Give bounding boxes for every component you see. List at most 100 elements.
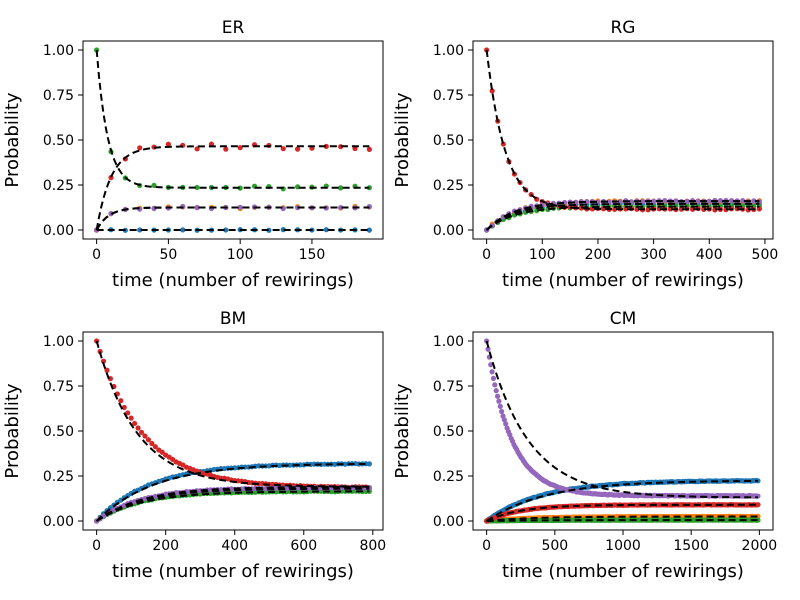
- y-tick-label: 0.75: [43, 88, 74, 104]
- data-point: [128, 415, 134, 421]
- data-point: [492, 382, 498, 388]
- data-point: [612, 206, 618, 212]
- fit-line: [486, 515, 758, 522]
- data-layer: [94, 47, 372, 233]
- y-tick-label: 0.25: [433, 469, 464, 485]
- data-point: [539, 202, 545, 208]
- x-tick-label: 800: [359, 538, 386, 554]
- y-tick-label: 0.50: [433, 133, 464, 149]
- data-point: [142, 433, 148, 439]
- fit-line: [95, 462, 370, 522]
- fit-line: [95, 206, 370, 231]
- data-point: [137, 145, 143, 151]
- x-axis-label: time (number of rewirings): [112, 561, 354, 582]
- data-point: [125, 410, 131, 416]
- data-point: [194, 146, 200, 152]
- x-tick-label: 300: [640, 247, 667, 263]
- data-point: [717, 198, 724, 204]
- data-point: [493, 388, 499, 394]
- y-tick-label: 0.00: [433, 223, 464, 239]
- fit-line: [96, 487, 370, 522]
- y-tick-label: 0.50: [43, 133, 74, 149]
- y-axis-label: Probability: [392, 92, 413, 187]
- y-axis-label: Probability: [2, 92, 23, 187]
- data-point: [496, 398, 502, 404]
- data-point: [323, 227, 329, 233]
- data-point: [165, 141, 172, 147]
- series-purple: [484, 197, 762, 233]
- data-point: [294, 146, 301, 152]
- data-point: [338, 185, 344, 191]
- panel-title: BM: [220, 309, 246, 329]
- x-tick-label: 0: [92, 538, 101, 554]
- data-point: [490, 375, 497, 381]
- data-point: [280, 146, 286, 152]
- data-layer: [94, 338, 372, 524]
- data-point: [489, 88, 495, 94]
- subplot-cm: CM 0 500 1000 1500 2000 0.00 0.25 0.50 0.75 1.00 ti…: [392, 309, 777, 582]
- data-point: [494, 393, 501, 399]
- data-point: [132, 420, 138, 427]
- data-point: [194, 205, 200, 211]
- y-tick-label: 0.75: [43, 379, 74, 395]
- data-point: [338, 204, 344, 211]
- data-point: [689, 206, 696, 212]
- data-point: [501, 417, 507, 423]
- y-tick-label: 1.00: [43, 43, 74, 59]
- y-tick-label: 1.00: [433, 334, 464, 350]
- data-point: [678, 206, 685, 212]
- y-axis-label: Probability: [392, 383, 413, 478]
- data-point: [701, 206, 707, 212]
- x-axis-label: time (number of rewirings): [112, 270, 354, 291]
- data-point: [755, 502, 761, 508]
- subplot-bm: BM 0 200 400 600 800 0.00 0.25 0.50 0.75 1.00 time …: [2, 309, 386, 582]
- subplot-rg: RG 0 100 200 300 400 500 0.00 0.25 0.50 0.75 1.00 ti…: [392, 18, 778, 291]
- data-point: [266, 227, 272, 233]
- panel-title: RG: [611, 18, 636, 38]
- x-tick-label: 200: [152, 538, 179, 554]
- data-point: [499, 408, 505, 415]
- data-point: [104, 367, 110, 373]
- data-point: [137, 227, 143, 233]
- data-point: [159, 449, 165, 455]
- fit-line: [95, 145, 370, 231]
- data-point: [695, 198, 701, 204]
- data-point: [223, 227, 229, 233]
- data-point: [366, 146, 372, 152]
- y-tick-label: 0.75: [433, 379, 464, 395]
- data-point: [223, 146, 229, 152]
- x-tick-label: 1500: [673, 538, 709, 554]
- x-tick-label: 400: [696, 247, 723, 263]
- y-tick-label: 0.25: [43, 469, 74, 485]
- data-point: [135, 425, 141, 431]
- y-tick-label: 0.25: [43, 178, 74, 194]
- fit-line: [485, 340, 759, 499]
- fit-line: [486, 519, 758, 522]
- data-point: [323, 143, 329, 149]
- data-point: [237, 204, 243, 210]
- data-layer: [484, 47, 762, 233]
- data-point: [145, 437, 152, 443]
- fit-line: [96, 485, 370, 522]
- data-point: [138, 429, 145, 435]
- x-tick-label: 1000: [605, 538, 641, 554]
- x-tick-label: 100: [227, 247, 254, 263]
- y-tick-label: 0.50: [43, 424, 74, 440]
- panel-title: CM: [610, 309, 637, 329]
- x-tick-label: 0: [92, 247, 101, 263]
- fit-line: [486, 479, 759, 522]
- series-purple: [484, 338, 761, 499]
- x-axis-label: time (number of rewirings): [502, 561, 744, 582]
- x-tick-label: 200: [585, 247, 612, 263]
- data-point: [151, 182, 157, 188]
- x-tick-label: 600: [290, 538, 317, 554]
- data-point: [503, 421, 509, 427]
- axes-frame: [472, 331, 774, 531]
- y-tick-label: 0.00: [43, 223, 74, 239]
- fit-line: [486, 205, 760, 231]
- data-layer: [484, 338, 761, 524]
- x-axis-label: time (number of rewirings): [502, 270, 744, 291]
- x-tick-label: 50: [159, 247, 177, 263]
- y-tick-label: 0.00: [433, 514, 464, 530]
- y-tick-label: 0.25: [433, 178, 464, 194]
